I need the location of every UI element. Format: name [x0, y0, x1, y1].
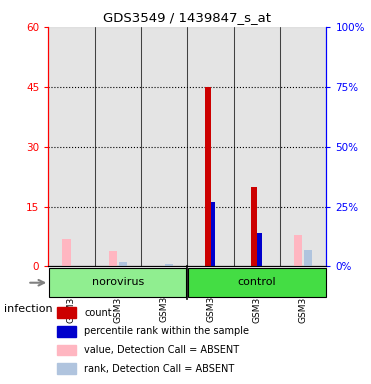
Bar	[211, 202, 215, 266]
Bar	[56, 363, 76, 374]
Bar	[48, 27, 95, 266]
Bar	[56, 326, 76, 337]
Text: value, Detection Call = ABSENT: value, Detection Call = ABSENT	[85, 345, 240, 355]
Text: control: control	[237, 277, 276, 287]
Bar	[165, 264, 173, 266]
Bar	[119, 262, 127, 266]
Bar	[294, 235, 302, 266]
Text: percentile rank within the sample: percentile rank within the sample	[85, 326, 249, 336]
Bar	[56, 308, 76, 318]
Bar	[62, 238, 70, 266]
Text: infection: infection	[4, 304, 52, 314]
Bar	[141, 27, 187, 266]
Bar	[257, 233, 262, 266]
Bar	[56, 344, 76, 356]
Bar	[252, 187, 257, 266]
Bar	[234, 27, 280, 266]
Title: GDS3549 / 1439847_s_at: GDS3549 / 1439847_s_at	[104, 11, 271, 24]
Bar	[304, 250, 312, 266]
Text: count: count	[85, 308, 112, 318]
Text: norovirus: norovirus	[92, 277, 144, 287]
Text: rank, Detection Call = ABSENT: rank, Detection Call = ABSENT	[85, 364, 234, 374]
Bar	[49, 268, 187, 297]
Bar	[109, 250, 117, 266]
Bar	[205, 87, 211, 266]
Bar	[280, 27, 326, 266]
Bar	[187, 27, 234, 266]
Bar	[95, 27, 141, 266]
Bar	[188, 268, 326, 297]
